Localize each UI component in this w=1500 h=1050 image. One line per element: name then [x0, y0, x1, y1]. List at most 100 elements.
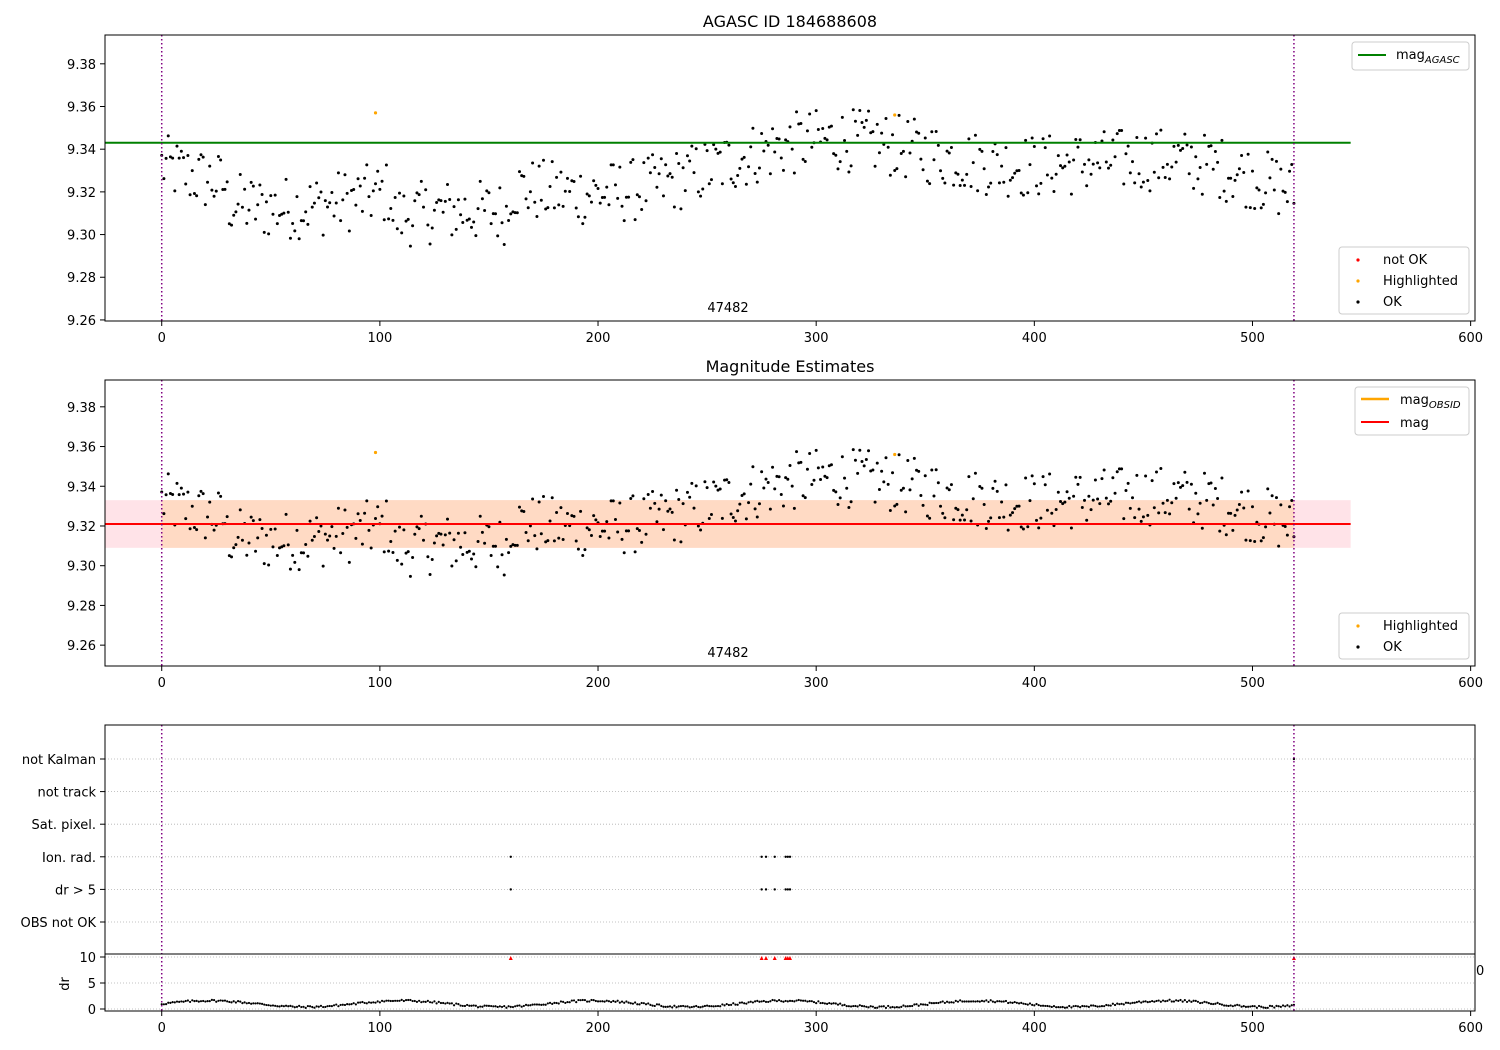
x-tick-label: 100: [367, 1021, 392, 1036]
ok-point: [1274, 159, 1278, 163]
ok-point: [1198, 501, 1202, 505]
ok-point: [574, 539, 578, 543]
dr-point: [586, 1000, 589, 1003]
ok-point: [867, 449, 871, 453]
ok-point: [426, 223, 430, 227]
ok-point: [1154, 132, 1158, 136]
ok-point: [507, 551, 511, 555]
dr-point: [1070, 1006, 1073, 1009]
ok-point: [1065, 490, 1069, 494]
y-tick-label: 9.34: [67, 480, 96, 495]
ok-point: [709, 513, 713, 517]
ok-point: [293, 560, 297, 564]
dr-point: [1076, 1005, 1080, 1008]
dr-point: [596, 1000, 600, 1003]
ok-point: [690, 144, 694, 148]
dr-point: [963, 1000, 966, 1003]
ok-point: [864, 457, 868, 461]
ok-point: [398, 191, 402, 195]
dr-point: [492, 1005, 495, 1008]
dr-point: [300, 1005, 303, 1009]
dr-point: [1140, 1001, 1143, 1004]
ok-point: [1089, 508, 1093, 512]
legend-ok-marker: [1356, 300, 1360, 304]
dr-point: [629, 1002, 632, 1005]
dr-point: [808, 1000, 811, 1003]
ok-point: [644, 532, 648, 536]
dr-point: [422, 1000, 425, 1003]
ok-point: [555, 511, 559, 515]
dr-point: [588, 1000, 591, 1003]
ok-point: [345, 191, 349, 195]
ok-point: [424, 188, 428, 192]
y-tick-label: 9.38: [67, 401, 96, 416]
dr-point: [1046, 1004, 1049, 1008]
legend2-highlighted-label: Highlighted: [1383, 619, 1458, 634]
ok-point: [1045, 173, 1049, 177]
flag-point: [509, 855, 512, 858]
ok-point: [1250, 169, 1254, 173]
dr-point: [965, 1000, 968, 1003]
dr-point: [941, 1000, 944, 1003]
ok-point: [402, 194, 406, 198]
ok-point: [1202, 471, 1206, 475]
ok-point: [803, 159, 807, 163]
ok-point: [182, 156, 186, 160]
ok-point: [430, 558, 434, 562]
ok-point: [363, 511, 367, 515]
dr-point: [298, 1004, 301, 1007]
ok-point: [1131, 160, 1134, 164]
ok-point: [1235, 508, 1239, 512]
ok-point: [1281, 189, 1285, 193]
ok-point: [707, 516, 711, 520]
ok-point: [1043, 483, 1047, 487]
dr-point: [793, 1000, 796, 1003]
ok-point: [544, 540, 548, 544]
ok-point: [814, 109, 818, 113]
ok-point: [546, 539, 550, 543]
dr-point: [863, 1005, 866, 1008]
x-tick-label: 0: [158, 331, 166, 346]
ok-point: [295, 528, 299, 532]
ok-point: [978, 484, 982, 488]
dr-point: [1199, 1001, 1202, 1005]
y-tick-label: 9.28: [67, 271, 96, 286]
dr-point: [623, 1001, 626, 1004]
dr-point: [823, 1002, 827, 1005]
ok-point: [398, 525, 402, 529]
dr-point: [911, 1004, 914, 1008]
ok-point: [965, 508, 969, 512]
panel1-obsid-label: 47482: [707, 301, 748, 316]
ok-point: [954, 171, 958, 175]
dr-point: [887, 1004, 890, 1008]
ok-point: [402, 528, 406, 532]
x-tick-label: 0: [158, 676, 166, 691]
ok-point: [552, 539, 556, 543]
ok-point: [904, 510, 908, 514]
ok-point: [441, 543, 445, 547]
dr-tick-label: 10: [79, 951, 96, 966]
ok-point: [692, 506, 696, 510]
ok-point: [1196, 512, 1200, 516]
ok-point: [967, 137, 971, 141]
dr-point: [509, 1005, 512, 1008]
dr-point: [974, 1000, 977, 1003]
ok-point: [1237, 167, 1241, 171]
dr-point: [897, 1006, 901, 1009]
ok-point: [648, 171, 652, 175]
ok-point: [1277, 212, 1281, 216]
ok-point: [1139, 519, 1143, 523]
panel1-marks: [105, 35, 1351, 321]
ok-point: [1109, 499, 1113, 503]
ok-point: [275, 554, 279, 558]
legend-ok-label: OK: [1383, 295, 1402, 310]
dr-point: [972, 1000, 975, 1003]
dr-point: [516, 1004, 519, 1007]
ok-point: [319, 524, 323, 528]
ok-point: [413, 532, 417, 536]
dr-point: [1225, 1004, 1228, 1007]
ok-point: [867, 109, 871, 113]
ok-point: [208, 500, 212, 504]
flag-point: [764, 855, 768, 858]
ok-point: [1015, 169, 1019, 173]
